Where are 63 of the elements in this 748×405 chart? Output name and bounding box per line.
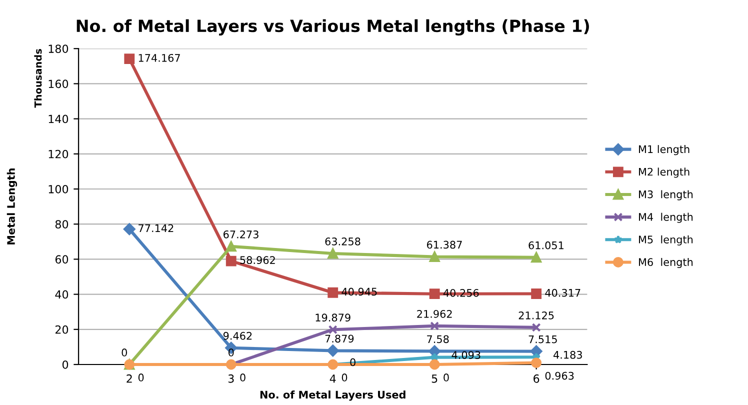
data-label: 0	[240, 374, 246, 382]
point	[429, 252, 440, 262]
y-tick-label: 100	[48, 184, 68, 194]
data-label: 40.317	[545, 288, 580, 297]
legend-label: M6 length	[639, 258, 693, 268]
text: Thousands	[34, 49, 42, 108]
y-tick-label: 180	[48, 44, 68, 53]
legend-label: M3 length	[639, 190, 693, 200]
y-tick-label: 80	[55, 220, 68, 228]
data-label: 174.167	[138, 54, 180, 62]
point	[429, 359, 440, 370]
data-label: 0	[138, 374, 144, 382]
data-label: 0	[122, 348, 128, 356]
point	[531, 358, 542, 368]
data-label: 0.963	[545, 372, 574, 380]
legend-label: M1 length	[639, 145, 690, 156]
x-tick-label: 4	[330, 374, 336, 383]
data-label: 19.879	[316, 314, 350, 322]
point	[328, 248, 338, 259]
data-label: 61.387	[426, 240, 462, 249]
y-tick-label: 140	[48, 114, 68, 124]
data-label: 21.962	[417, 310, 452, 318]
y-tick-label: 0	[62, 360, 68, 369]
x-axis-title: No. of Metal Layers Used	[260, 390, 406, 401]
point	[326, 344, 339, 357]
data-label: 0	[342, 374, 348, 382]
data-label: 4.183	[553, 350, 582, 359]
point	[532, 322, 541, 332]
data-label: 77.142	[138, 224, 174, 232]
point	[328, 325, 338, 334]
point	[429, 288, 440, 300]
data-label: 63.258	[325, 238, 360, 246]
point	[531, 252, 542, 263]
point	[328, 287, 338, 298]
legend-label: M5 length	[639, 235, 693, 246]
data-label: 58.962	[240, 256, 275, 264]
point	[124, 54, 135, 64]
y-axis-title: Metal Length	[6, 168, 18, 244]
legend-label: M4 length	[639, 212, 693, 223]
point	[123, 223, 136, 236]
point	[430, 321, 440, 330]
x-tick-label: 6	[534, 374, 540, 383]
y-tick-label: 160	[48, 80, 68, 88]
data-label: 7.515	[528, 335, 557, 344]
data-label: 61.051	[528, 241, 564, 250]
chart-title: No. of Metal Layers vs Various Metal lengths (Phase 1)	[76, 19, 589, 36]
x-tick-label: 3	[228, 374, 234, 383]
data-label: 7.58	[427, 335, 449, 344]
y-tick-label: 60	[55, 255, 68, 264]
x-tick-label: 2	[126, 374, 132, 383]
x-tick-label: 5	[432, 374, 438, 383]
point	[226, 241, 236, 252]
data-label: 0	[444, 374, 449, 382]
y-tick-label: 40	[55, 290, 68, 299]
y-tick-label: 120	[48, 150, 68, 158]
point	[226, 256, 236, 266]
data-label: 67.273	[224, 230, 258, 238]
y-tick-label: 20	[55, 325, 68, 334]
data-label: 7.879	[325, 334, 354, 343]
legend-label: M2 length	[639, 168, 690, 178]
data-label: 9.462	[223, 332, 252, 340]
point	[531, 288, 542, 299]
data-label: 21.125	[518, 311, 554, 320]
